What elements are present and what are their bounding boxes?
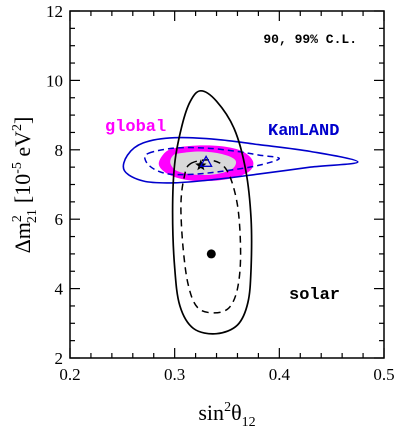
x-tick-label: 0.5	[373, 365, 394, 384]
x-tick-label: 0.4	[269, 365, 291, 384]
kamland-label: KamLAND	[268, 122, 339, 141]
y-tick-label: 12	[46, 2, 63, 21]
solar-99-contour	[171, 89, 253, 335]
kamland-90-contour	[143, 146, 281, 176]
x-tick-label: 0.2	[59, 365, 80, 384]
x-tick-label: 0.3	[164, 365, 185, 384]
axis-ticks: 0.2 0.3 0.4 0.5 2 4 6 8 10 12	[46, 2, 395, 384]
y-tick-label: 6	[55, 210, 64, 229]
y-tick-label: 4	[55, 280, 64, 299]
global-90-region	[170, 151, 237, 176]
solar-best-fit-dot	[206, 249, 216, 259]
confidence-note: 90, 99% C.L.	[263, 32, 357, 47]
kamland-best-fit-triangle	[199, 155, 213, 167]
contour-layer	[122, 89, 359, 335]
best-fit-markers	[195, 155, 216, 259]
solar-label: solar	[289, 286, 340, 305]
y-tick-label: 2	[55, 349, 64, 368]
kamland-99-contour	[122, 136, 359, 184]
y-tick-label: 8	[55, 141, 64, 160]
global-label: global	[105, 118, 166, 137]
y-tick-label: 10	[46, 71, 63, 90]
solar-90-contour	[180, 159, 242, 314]
